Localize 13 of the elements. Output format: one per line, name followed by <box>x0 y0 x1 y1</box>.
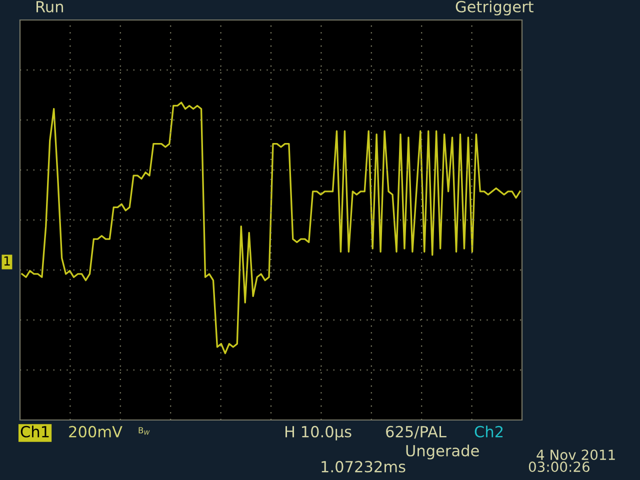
text: B$_{W}$ <box>138 427 150 435</box>
text: Ungerade <box>406 444 479 460</box>
text: Ch2 <box>474 426 503 438</box>
text: 4 Nov 2011 <box>536 450 615 460</box>
text: 625/PAL <box>386 426 446 439</box>
text: Run <box>36 1 63 12</box>
text: 03:00:26 <box>528 462 590 472</box>
text: H 10.0µs <box>286 426 352 440</box>
text: 1 <box>4 256 10 266</box>
text: Ch1 <box>20 426 49 438</box>
text: 1.07232ms <box>322 460 406 472</box>
text: Getriggert <box>456 0 534 16</box>
text: 200mV <box>69 426 122 438</box>
